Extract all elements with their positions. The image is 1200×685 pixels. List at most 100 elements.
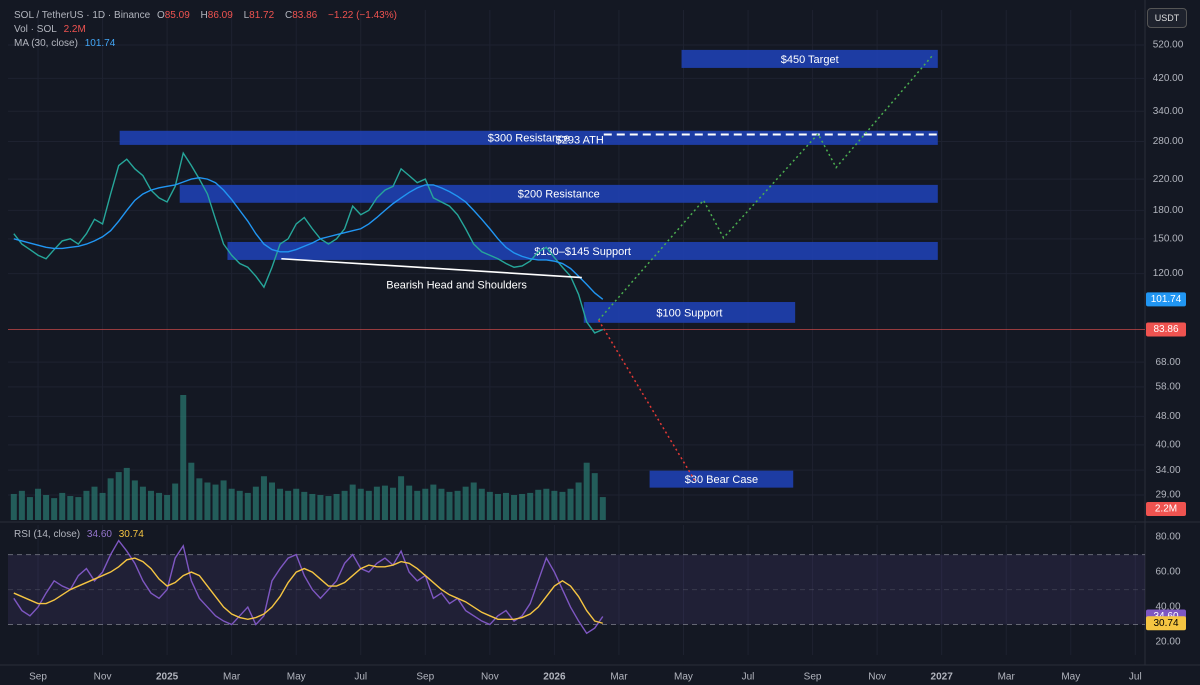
rsi-ma-last: 30.74 [118, 529, 144, 540]
volume-bar [260, 476, 267, 520]
volume-bar [535, 489, 542, 520]
volume-tag-bg [1146, 502, 1186, 516]
y-tick-label: 20.00 [1155, 637, 1180, 648]
legend-ma: MA (30, close) 101.74 [14, 38, 119, 49]
volume-bar [567, 488, 574, 520]
volume-bar [277, 488, 284, 520]
volume-bar [220, 480, 227, 520]
volume-bar [583, 462, 590, 520]
x-tick-label: May [1061, 672, 1080, 683]
volume-bar [591, 473, 598, 520]
volume-bar [252, 486, 259, 520]
volume-bar [301, 491, 308, 520]
volume-bar [527, 492, 534, 520]
volume-bar [75, 497, 82, 520]
x-tick-label: May [287, 672, 306, 683]
x-tick-label: Sep [29, 672, 47, 683]
volume-bar [180, 395, 187, 520]
y-tick-label: 80.00 [1155, 532, 1180, 543]
volume-bar [422, 488, 429, 520]
neckline [281, 257, 582, 279]
volume-bar [325, 496, 332, 520]
ohlc-low: L81.72 [244, 10, 279, 21]
x-tick-label: 2025 [156, 672, 179, 683]
rsi-last: 34.60 [86, 529, 112, 540]
ohlc-value: 83.86 [292, 10, 318, 21]
ma-name: MA (30, close) [14, 38, 78, 49]
currency-button[interactable]: USDT [1147, 8, 1187, 28]
y-tick-label: 150.00 [1153, 233, 1184, 244]
volume-bar [91, 486, 98, 520]
y-tick-label: 40.00 [1155, 602, 1180, 613]
volume-bar [26, 497, 33, 520]
projection [597, 319, 697, 482]
volume-bar [196, 478, 203, 520]
volume-bar [381, 485, 388, 520]
x-tick-label: Mar [998, 672, 1016, 683]
ohlc-key: H [200, 10, 208, 21]
price-line-series [13, 151, 604, 334]
y-tick-label: 48.00 [1155, 411, 1180, 422]
volume-bar [268, 482, 275, 520]
ma-tag: 101.74 [1151, 294, 1182, 305]
volume-bar [438, 488, 445, 520]
ohlc-value: 86.09 [207, 10, 233, 21]
y-tick-label: 60.00 [1155, 567, 1180, 578]
volume-bar [285, 490, 292, 520]
x-tick-label: 2026 [543, 672, 566, 683]
price-tag: 83.86 [1153, 324, 1178, 335]
ohlc-key: L [243, 10, 250, 21]
neckline-label: Bearish Head and Shoulders [386, 279, 527, 291]
volume-bar [107, 478, 114, 520]
x-tick-label: Jul [742, 672, 755, 683]
x-tick-label: Jul [354, 672, 367, 683]
volume-bar [51, 498, 58, 520]
volume-bar [147, 490, 154, 520]
x-tick-label: Jul [1129, 672, 1142, 683]
volume-bar [462, 486, 469, 520]
volume-bar [139, 486, 146, 520]
volume-bar [575, 482, 582, 520]
y-tick-label: 280.00 [1153, 136, 1184, 147]
ohlc-value: 81.72 [249, 10, 275, 21]
volume-bar [398, 476, 405, 520]
volume-bar [559, 491, 566, 520]
volume-name: Vol · SOL [14, 24, 57, 35]
volume-tag: 2.2M [1155, 504, 1177, 515]
volume-bar [519, 493, 526, 520]
rsi-band [8, 554, 1145, 625]
x-tick-label: Mar [610, 672, 628, 683]
volume-bar [172, 483, 179, 520]
volume-bar [502, 492, 509, 520]
y-tick-label: 58.00 [1155, 382, 1180, 393]
x-tick-label: Nov [868, 672, 886, 683]
ohlc-value: 85.09 [164, 10, 190, 21]
volume-bar [115, 472, 122, 520]
y-tick-label: 340.00 [1153, 106, 1184, 117]
y-tick-label: 120.00 [1153, 268, 1184, 279]
price-tag-bg [1146, 322, 1186, 337]
volume-bar [10, 493, 17, 520]
zone [119, 130, 938, 145]
volume-bar [43, 495, 50, 520]
volume-bar [390, 487, 397, 520]
volume-bar [494, 493, 501, 520]
symbol: SOL / TetherUS · 1D · Binance [14, 10, 151, 21]
y-tick-label: 29.00 [1155, 490, 1180, 501]
volume-bar [478, 488, 485, 520]
volume-bar [373, 486, 380, 520]
volume-bar [470, 482, 477, 520]
projection [598, 54, 934, 321]
ohlc-high: H86.09 [201, 10, 237, 21]
volume-bar [486, 491, 493, 520]
rsi-name: RSI (14, close) [14, 529, 81, 540]
ohlc-close: C83.86 [285, 10, 321, 21]
volume-bar [551, 490, 558, 520]
zone-label: $100 Support [656, 307, 722, 319]
zone-label: $200 Resistance [518, 189, 600, 201]
zone [649, 470, 794, 488]
zone-label: $300 Resistance [488, 133, 570, 145]
volume-bar [204, 482, 211, 520]
